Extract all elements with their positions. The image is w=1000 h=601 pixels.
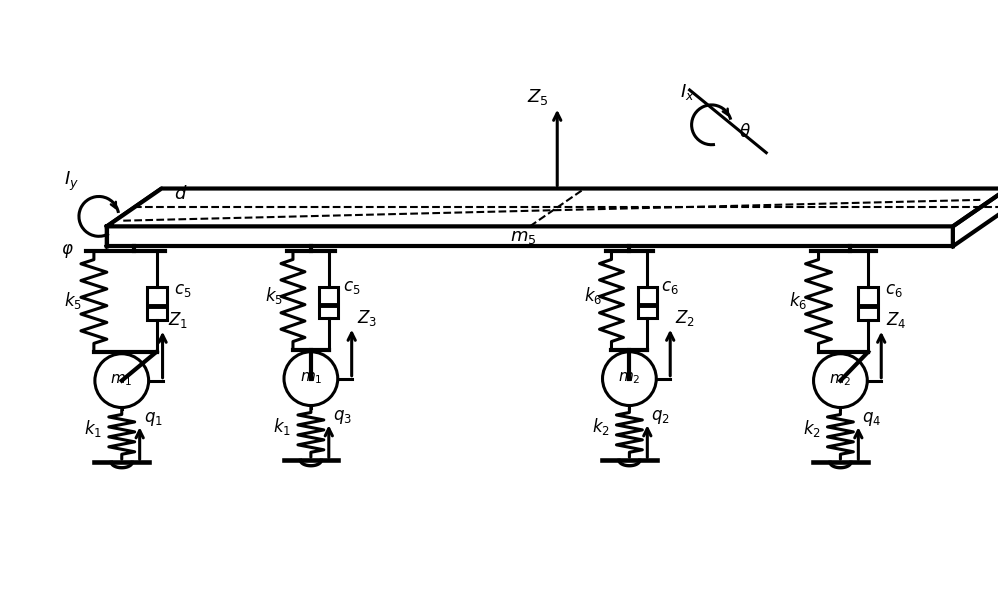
Text: $k_5$: $k_5$: [265, 284, 283, 305]
Circle shape: [814, 354, 867, 407]
Circle shape: [284, 352, 338, 406]
Text: $m_1$: $m_1$: [110, 373, 133, 388]
Polygon shape: [107, 227, 953, 246]
Circle shape: [95, 354, 149, 407]
Bar: [638, 287, 657, 319]
Text: $Z_5$: $Z_5$: [527, 87, 549, 107]
Text: $k_6$: $k_6$: [789, 290, 807, 311]
Text: $q_1$: $q_1$: [144, 410, 163, 429]
Text: $I_y$: $I_y$: [64, 169, 79, 192]
Bar: [147, 287, 167, 320]
Text: $k_1$: $k_1$: [273, 416, 291, 438]
Text: $c_5$: $c_5$: [343, 278, 360, 296]
Text: $m_5$: $m_5$: [510, 228, 536, 246]
Text: $\varphi$: $\varphi$: [61, 242, 74, 260]
Text: $c_6$: $c_6$: [661, 278, 679, 296]
Bar: [319, 287, 338, 319]
Text: $k_2$: $k_2$: [803, 418, 820, 439]
Text: $I_x$: $I_x$: [680, 82, 695, 102]
Text: $c_5$: $c_5$: [174, 281, 191, 299]
Text: $q_4$: $q_4$: [862, 410, 882, 429]
Text: $q_2$: $q_2$: [651, 409, 670, 427]
Text: $Z_3$: $Z_3$: [357, 308, 377, 328]
Polygon shape: [107, 189, 162, 246]
Polygon shape: [107, 189, 1000, 227]
Bar: [858, 287, 878, 320]
Text: $k_5$: $k_5$: [64, 290, 82, 311]
Text: $Z_1$: $Z_1$: [168, 310, 188, 330]
Text: $\theta$: $\theta$: [739, 123, 751, 141]
Text: $k_2$: $k_2$: [592, 416, 609, 438]
Text: $m_2$: $m_2$: [829, 373, 852, 388]
Text: $Z_4$: $Z_4$: [886, 310, 907, 330]
Text: $m_1$: $m_1$: [300, 371, 322, 386]
Text: $c_6$: $c_6$: [885, 281, 903, 299]
Text: $Z_2$: $Z_2$: [675, 308, 695, 328]
Text: $m_2$: $m_2$: [618, 371, 641, 386]
Polygon shape: [953, 189, 1000, 246]
Text: $q_3$: $q_3$: [333, 409, 352, 427]
Circle shape: [603, 352, 656, 406]
Text: $d$: $d$: [174, 185, 187, 203]
Text: $k_6$: $k_6$: [584, 284, 602, 305]
Text: $k_1$: $k_1$: [84, 418, 102, 439]
